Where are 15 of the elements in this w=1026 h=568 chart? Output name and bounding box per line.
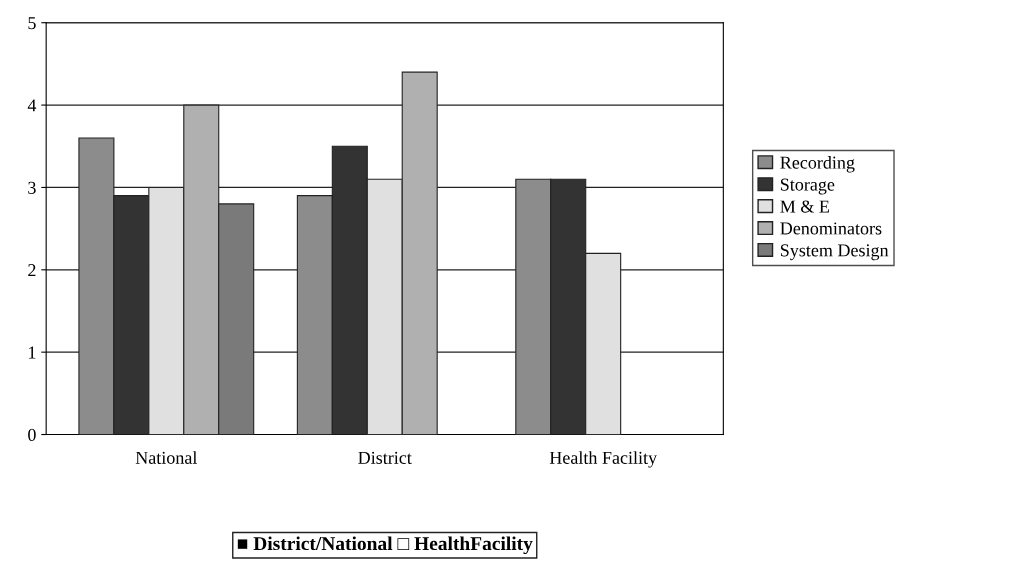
y-tick-label: 1	[29, 346, 36, 359]
legend-label: M & E	[780, 200, 830, 213]
x-tick-label: Health Facility	[549, 451, 658, 468]
y-tick-label: 4	[27, 99, 37, 112]
legend-label: Recording	[780, 156, 855, 173]
legend-label: System Design	[780, 244, 889, 261]
text: ■ District/National □ HealthFacility	[237, 536, 533, 555]
y-tick-label: 0	[28, 428, 36, 441]
x-tick-label: National	[135, 451, 198, 464]
legend-label: Denominators	[780, 222, 882, 235]
y-tick-label: 3	[28, 181, 36, 194]
x-tick-label: District	[358, 451, 412, 464]
legend-label: Storage	[780, 178, 835, 195]
y-tick-label: 5	[28, 17, 36, 30]
y-tick-label: 2	[28, 264, 36, 277]
